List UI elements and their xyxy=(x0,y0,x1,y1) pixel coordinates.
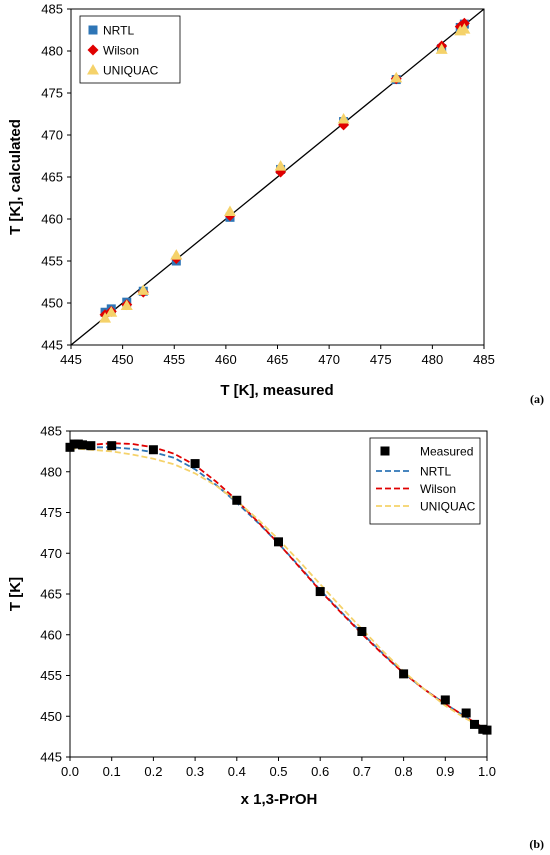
data-point-measured xyxy=(461,708,471,718)
data-point-uniquac xyxy=(105,306,118,317)
chart-b-legend-items: Measured NRTL Wilson UNIQUAC xyxy=(376,445,476,514)
data-point-uniquac xyxy=(224,205,237,216)
data-point-measured xyxy=(482,725,492,735)
legend-marker-wilson xyxy=(87,44,99,56)
chart-b-measured-points xyxy=(65,439,492,735)
data-point-measured xyxy=(107,441,117,451)
y-tick-label: 445 xyxy=(41,338,63,353)
legend-marker-uniquac xyxy=(87,64,99,75)
legend-label-nrtl: NRTL xyxy=(420,465,451,479)
x-tick-label: 0.2 xyxy=(144,764,162,779)
legend-label-wilson: Wilson xyxy=(103,44,139,58)
x-tick-label: 0.0 xyxy=(61,764,79,779)
chart-a-legend: NRTL Wilson UNIQUAC xyxy=(79,15,181,84)
y-tick-label: 460 xyxy=(40,627,62,642)
data-point-measured xyxy=(440,695,450,705)
chart-b: 0.0 0.1 0.2 0.3 0.4 0.5 0.6 0.7 0.8 0.9 1.0 445 450 4… xyxy=(7,424,544,852)
y-tick-label: 470 xyxy=(40,546,62,561)
data-point-uniquac xyxy=(137,284,150,295)
data-point-measured xyxy=(469,719,479,729)
data-point-uniquac xyxy=(274,160,287,171)
y-tick-label: 480 xyxy=(41,44,63,59)
data-point-measured xyxy=(357,626,367,636)
chart-a-legend-items: NRTL Wilson UNIQUAC xyxy=(87,24,159,78)
data-point-measured xyxy=(399,669,409,679)
x-tick-label: 0.5 xyxy=(269,764,287,779)
data-point-measured xyxy=(315,587,325,597)
y-tick-label: 475 xyxy=(40,505,62,520)
chart-a: 445 450 455 460 465 470 475 480 485 445 450 455 460 4… xyxy=(7,2,544,407)
y-tick-label: 465 xyxy=(40,587,62,602)
chart-a-xlabel: T [K], measured xyxy=(220,382,333,399)
x-tick-label: 0.7 xyxy=(353,764,371,779)
legend-label-uniquac: UNIQUAC xyxy=(103,64,159,78)
chart-b-panel-label: (b) xyxy=(529,837,544,851)
x-tick-label: 0.4 xyxy=(228,764,246,779)
x-tick-label: 480 xyxy=(422,352,444,367)
data-point-uniquac xyxy=(170,249,183,260)
chart-a-ylabel: T [K], calculated xyxy=(7,119,24,235)
x-tick-label: 0.1 xyxy=(103,764,121,779)
y-tick-label: 455 xyxy=(41,254,63,269)
legend-label-uniquac: UNIQUAC xyxy=(420,500,476,514)
y-tick-label: 465 xyxy=(41,170,63,185)
x-tick-label: 485 xyxy=(473,352,495,367)
y-tick-label: 485 xyxy=(41,2,63,17)
chart-a-ticks: 445 450 455 460 465 470 475 480 485 445 450 455 460 4… xyxy=(41,2,495,368)
legend-label-measured: Measured xyxy=(420,445,473,459)
y-tick-label: 450 xyxy=(41,296,63,311)
legend-marker-nrtl xyxy=(88,25,98,35)
y-tick-label: 475 xyxy=(41,86,63,101)
x-tick-label: 460 xyxy=(215,352,237,367)
data-point-measured xyxy=(232,495,242,505)
y-tick-label: 470 xyxy=(41,128,63,143)
data-point-uniquac xyxy=(99,312,112,323)
data-point-measured xyxy=(86,441,96,451)
y-tick-label: 480 xyxy=(40,464,62,479)
x-tick-label: 1.0 xyxy=(478,764,496,779)
x-tick-label: 0.8 xyxy=(395,764,413,779)
chart-b-ticks: 0.0 0.1 0.2 0.3 0.4 0.5 0.6 0.7 0.8 0.9 1.0 445 450 4… xyxy=(40,424,496,780)
data-point-measured xyxy=(78,440,88,450)
y-tick-label: 450 xyxy=(40,709,62,724)
x-tick-label: 450 xyxy=(112,352,134,367)
legend-label-nrtl: NRTL xyxy=(103,24,134,38)
data-point-measured xyxy=(274,537,283,547)
data-point-uniquac xyxy=(120,299,133,311)
data-point-measured xyxy=(190,459,200,469)
legend-marker-measured xyxy=(380,446,390,456)
data-point-uniquac xyxy=(435,43,448,54)
x-tick-label: 465 xyxy=(267,352,289,367)
y-tick-label: 445 xyxy=(40,750,62,765)
chart-b-ylabel: T [K] xyxy=(7,577,24,611)
x-tick-label: 455 xyxy=(163,352,185,367)
x-tick-label: 475 xyxy=(370,352,392,367)
chart-a-panel-label: (a) xyxy=(530,392,544,406)
legend-label-wilson: Wilson xyxy=(420,482,456,496)
data-point-measured xyxy=(148,445,158,455)
y-tick-label: 460 xyxy=(41,212,63,227)
x-tick-label: 445 xyxy=(60,352,82,367)
data-point-uniquac xyxy=(458,23,471,34)
data-point-uniquac xyxy=(337,113,350,124)
data-point-uniquac xyxy=(390,71,403,83)
x-tick-label: 0.9 xyxy=(436,764,454,779)
y-tick-label: 455 xyxy=(40,668,62,683)
x-tick-label: 470 xyxy=(318,352,340,367)
chart-b-xlabel: x 1,3-PrOH xyxy=(241,791,318,808)
y-tick-label: 485 xyxy=(40,424,62,439)
chart-a-marks xyxy=(99,17,471,323)
x-tick-label: 0.6 xyxy=(311,764,329,779)
x-tick-label: 0.3 xyxy=(186,764,204,779)
chart-b-legend: Measured NRTL Wilson UNIQUAC xyxy=(369,437,481,525)
